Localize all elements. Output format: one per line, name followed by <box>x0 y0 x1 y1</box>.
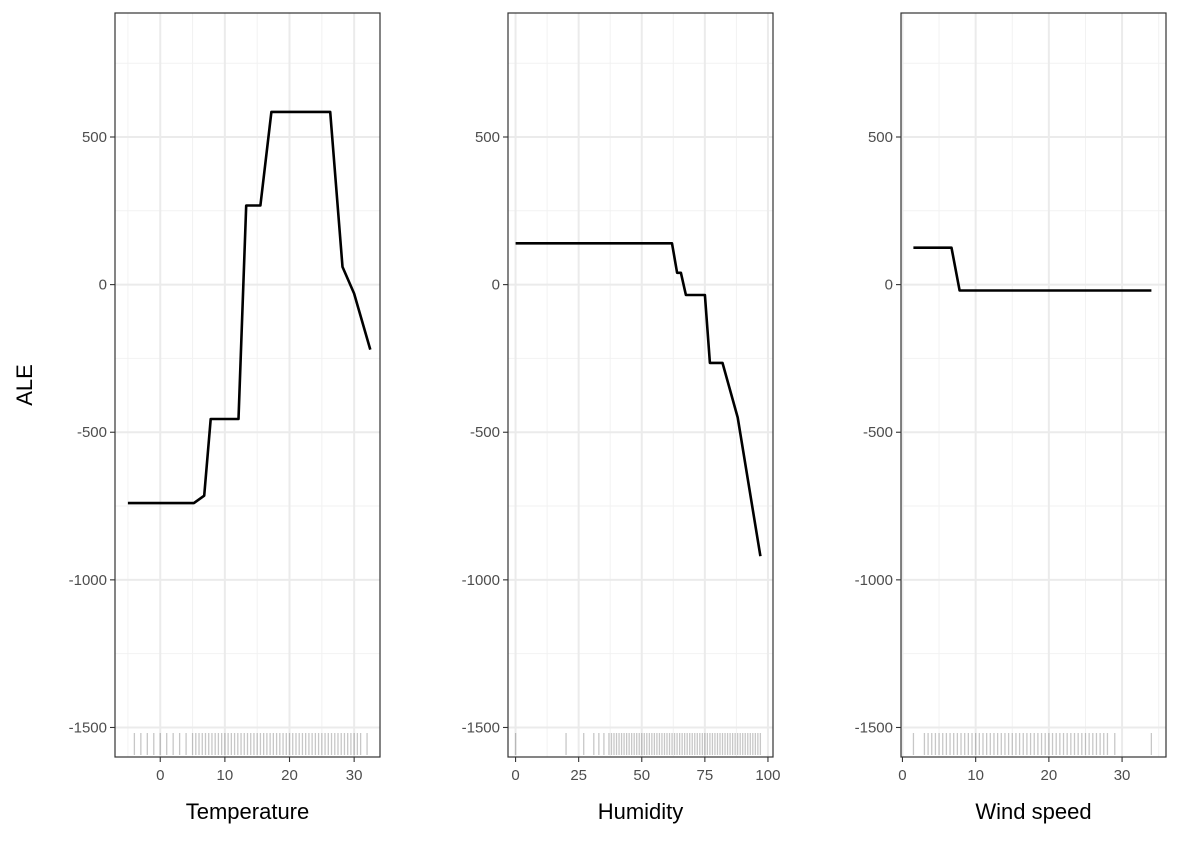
x-axis-title: Temperature <box>186 799 310 824</box>
y-tick-label: -500 <box>470 424 500 441</box>
ale-line-series-1 <box>127 110 372 505</box>
y-tick-label: -500 <box>863 424 893 441</box>
x-tick-label: 30 <box>1114 767 1131 784</box>
x-tick-label: 100 <box>755 767 780 784</box>
panel-3: 500 0 -500 -1000 -1500 0 10 20 30 Wind speed <box>855 12 1167 824</box>
x-tick-label: 50 <box>633 767 650 784</box>
y-tick-label: -1500 <box>855 719 893 736</box>
panel-border <box>900 12 1167 758</box>
y-tick-label: 500 <box>82 129 107 146</box>
x-tick-label: 20 <box>281 767 298 784</box>
y-tick-label: -1000 <box>462 572 500 589</box>
panel-border <box>114 12 381 758</box>
y-tick-label: -500 <box>77 424 107 441</box>
x-tick-label: 30 <box>346 767 363 784</box>
x-tick-label: 25 <box>570 767 587 784</box>
x-tick-label: 10 <box>217 767 234 784</box>
y-tick-label: 500 <box>475 129 500 146</box>
panel-border <box>507 12 774 758</box>
panel-1: 500 0 -500 -1000 -1500 0 10 20 30 Temperature <box>69 12 381 824</box>
y-tick-label: 0 <box>492 277 500 294</box>
x-tick-label: 0 <box>511 767 519 784</box>
ale-line-series-1 <box>913 246 1152 292</box>
y-axis-title: ALE <box>12 364 37 406</box>
y-tick-label: -1500 <box>462 719 500 736</box>
x-tick-label: 0 <box>156 767 164 784</box>
y-tick-label: -1500 <box>69 719 107 736</box>
y-tick-label: 500 <box>868 129 893 146</box>
y-tick-label: 0 <box>99 277 107 294</box>
x-tick-label: 75 <box>697 767 714 784</box>
x-axis-title: Wind speed <box>975 799 1091 824</box>
x-tick-label: 20 <box>1041 767 1058 784</box>
y-tick-label: -1000 <box>69 572 107 589</box>
y-tick-label: 0 <box>885 277 893 294</box>
x-tick-label: 0 <box>898 767 906 784</box>
x-tick-label: 10 <box>967 767 984 784</box>
ale-line-series-1 <box>515 242 762 557</box>
y-tick-label: -1000 <box>855 572 893 589</box>
panel-2: 500 0 -500 -1000 -1500 0 25 50 75 100 Humidity <box>462 12 780 824</box>
x-axis-title: Humidity <box>598 799 684 824</box>
